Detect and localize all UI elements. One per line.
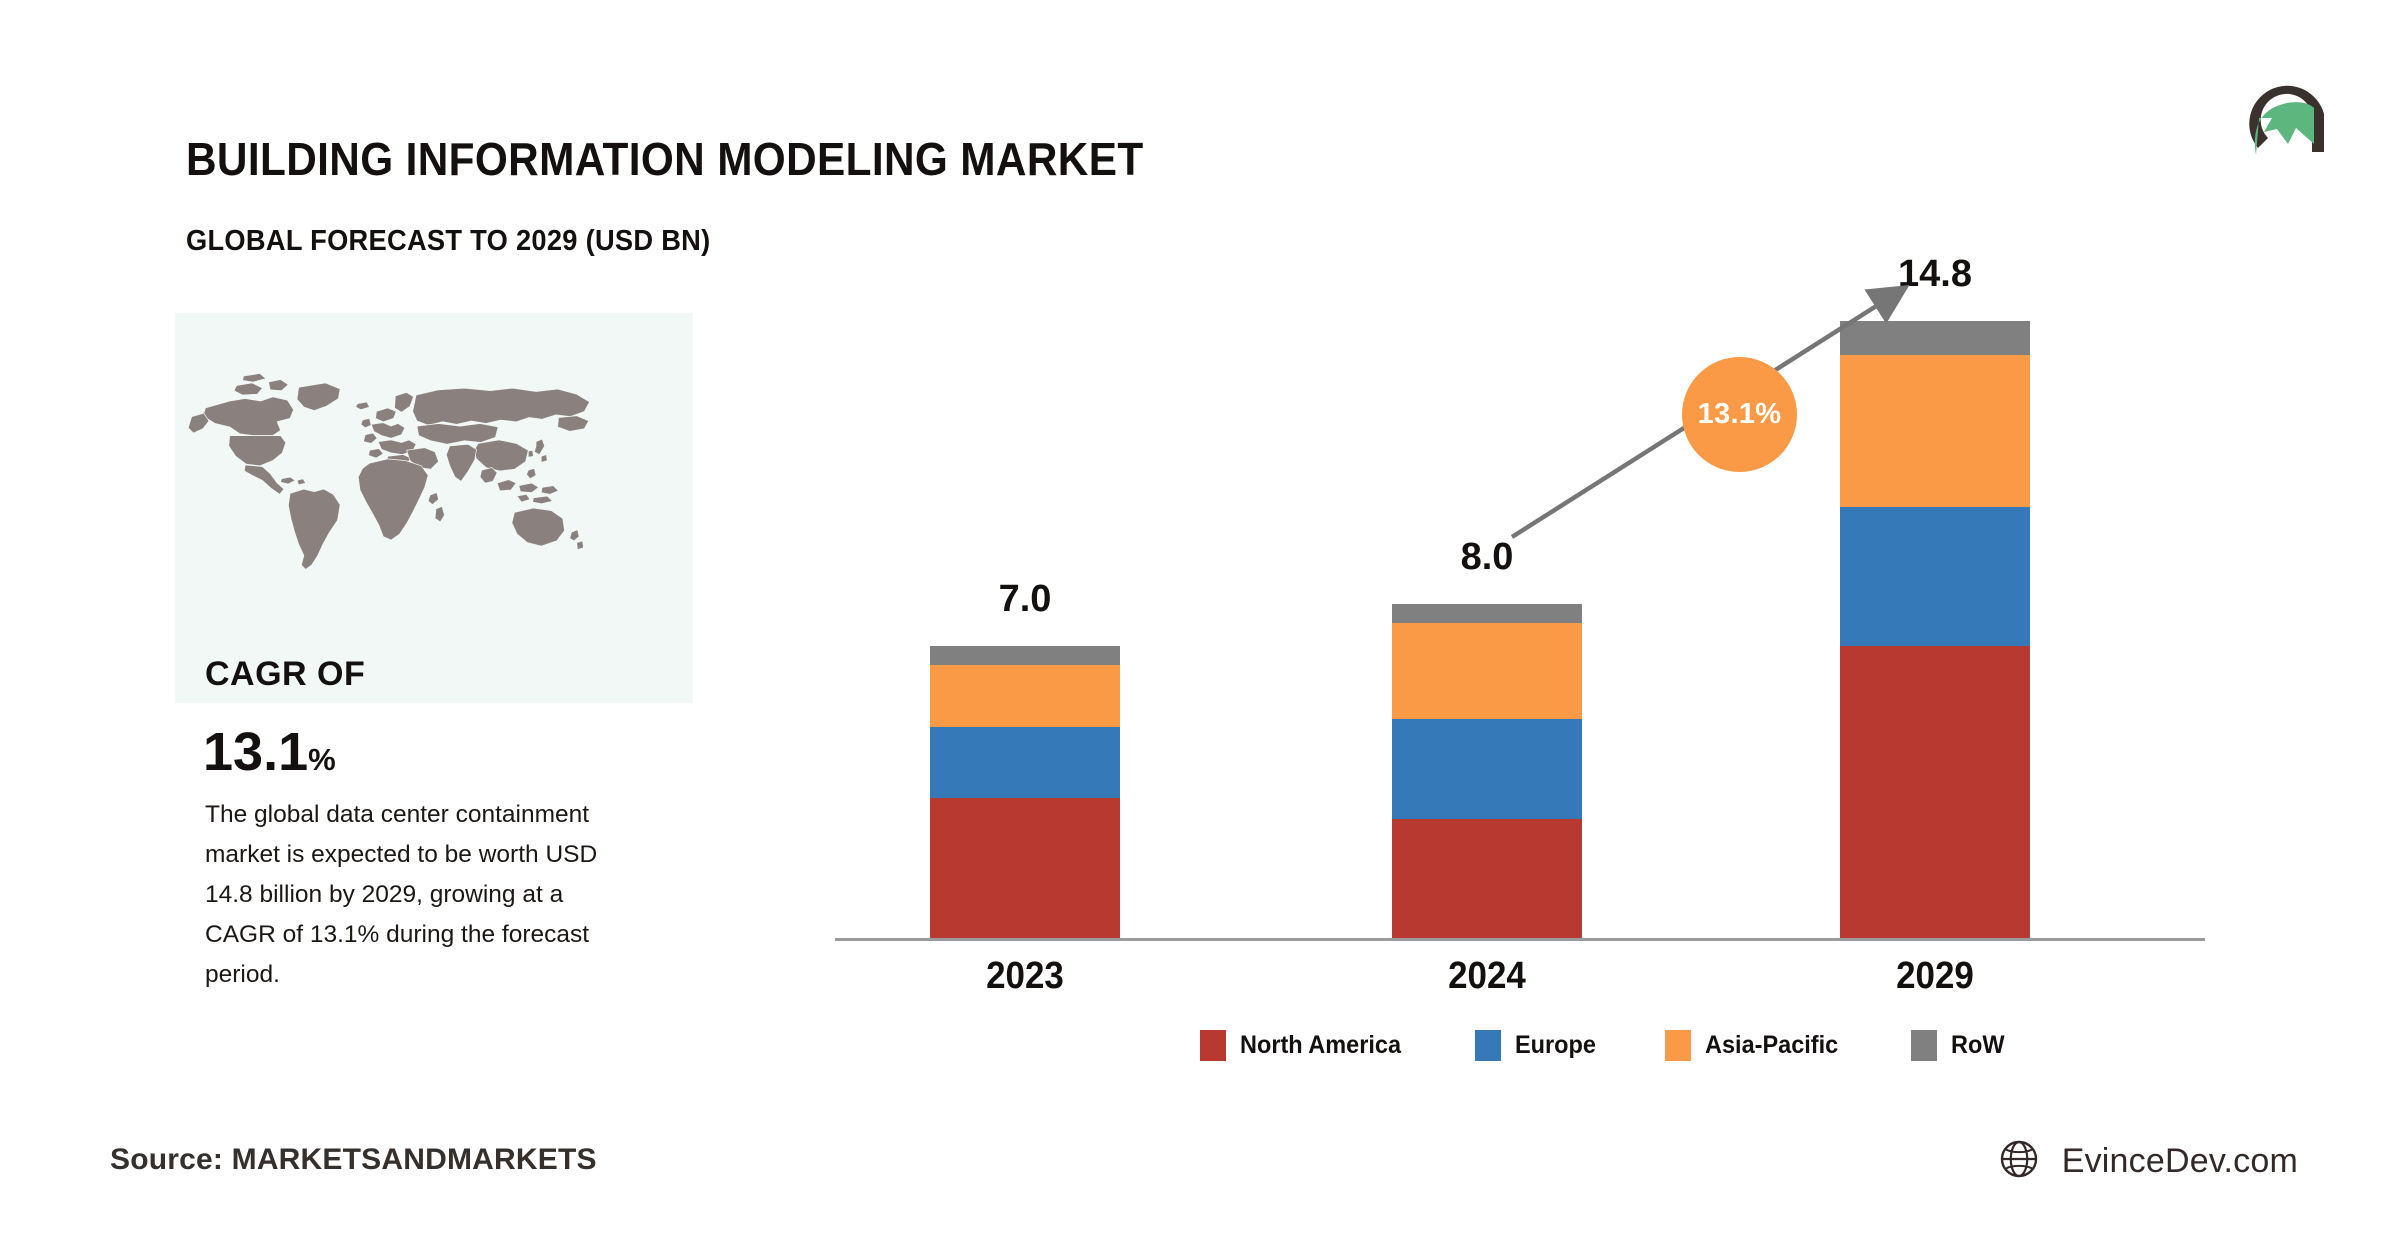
page-subtitle: GLOBAL FORECAST TO 2029 (USD BN) (186, 225, 711, 257)
bar-segment-row (1840, 321, 2030, 356)
legend-swatch-icon (1200, 1030, 1226, 1061)
cagr-value: 13.1% (203, 725, 336, 779)
bar-total-label-2024: 8.0 (1460, 536, 1514, 579)
cagr-description: The global data center containment marke… (205, 801, 598, 988)
bar-segment-europe (930, 727, 1120, 799)
legend-swatch-icon (1665, 1030, 1692, 1061)
legend-item-row[interactable]: RoW (1911, 1030, 2008, 1061)
bar-segment-asia-pacific (1392, 623, 1582, 720)
bar-total-label-2023: 7.0 (998, 578, 1052, 621)
globe-icon (1998, 1138, 2040, 1185)
legend-swatch-icon (1475, 1030, 1502, 1061)
bar-segment-row (930, 646, 1120, 665)
legend-item-asia-pacific[interactable]: Asia-Pacific (1665, 1030, 1847, 1061)
world-map-icon (188, 370, 620, 578)
legend-label: RoW (1951, 1031, 2005, 1059)
chart-legend: North America Europe Asia-Pacific RoW (1200, 1030, 2008, 1061)
x-axis-label-2023: 2023 (986, 955, 1064, 997)
bar-segment-asia-pacific (930, 664, 1120, 728)
x-axis-label-2029: 2029 (1896, 955, 1974, 997)
bar-segment-europe (1840, 507, 2030, 647)
source-label: Source: MARKETSANDMARKETS (110, 1143, 597, 1176)
bar-segment-europe (1392, 719, 1582, 820)
page-title: BUILDING INFORMATION MODELING MARKET (186, 133, 1144, 185)
bar-2023 (930, 646, 1120, 938)
bar-segment-north-america (1840, 646, 2030, 938)
bar-segment-north-america (1392, 819, 1582, 938)
cagr-percent-sign: % (308, 742, 336, 777)
brand-name: EvinceDev.com (2061, 1142, 2298, 1180)
legend-label: North America (1240, 1031, 1402, 1059)
evincedev-logo-icon (2228, 52, 2346, 160)
chart-baseline (835, 938, 2205, 941)
cagr-number: 13.1 (203, 722, 309, 782)
bar-2024 (1392, 604, 1582, 938)
x-axis-label-2024: 2024 (1448, 955, 1526, 997)
legend-item-north-america[interactable]: North America (1200, 1030, 1411, 1061)
cagr-bubble: 13.1% (1682, 357, 1797, 472)
bar-segment-asia-pacific (1840, 355, 2030, 508)
legend-item-europe[interactable]: Europe (1475, 1030, 1601, 1061)
bar-2029 (1840, 321, 2030, 938)
cagr-label: CAGR OF (205, 655, 366, 693)
legend-label: Asia-Pacific (1705, 1031, 1839, 1059)
legend-label: Europe (1515, 1031, 1597, 1059)
brand-footer[interactable]: EvinceDev.com (1998, 1138, 2298, 1185)
bar-segment-north-america (930, 798, 1120, 938)
bar-segment-row (1392, 604, 1582, 624)
bar-total-label-2029: 14.8 (1898, 253, 1972, 295)
legend-swatch-icon (1911, 1030, 1938, 1061)
